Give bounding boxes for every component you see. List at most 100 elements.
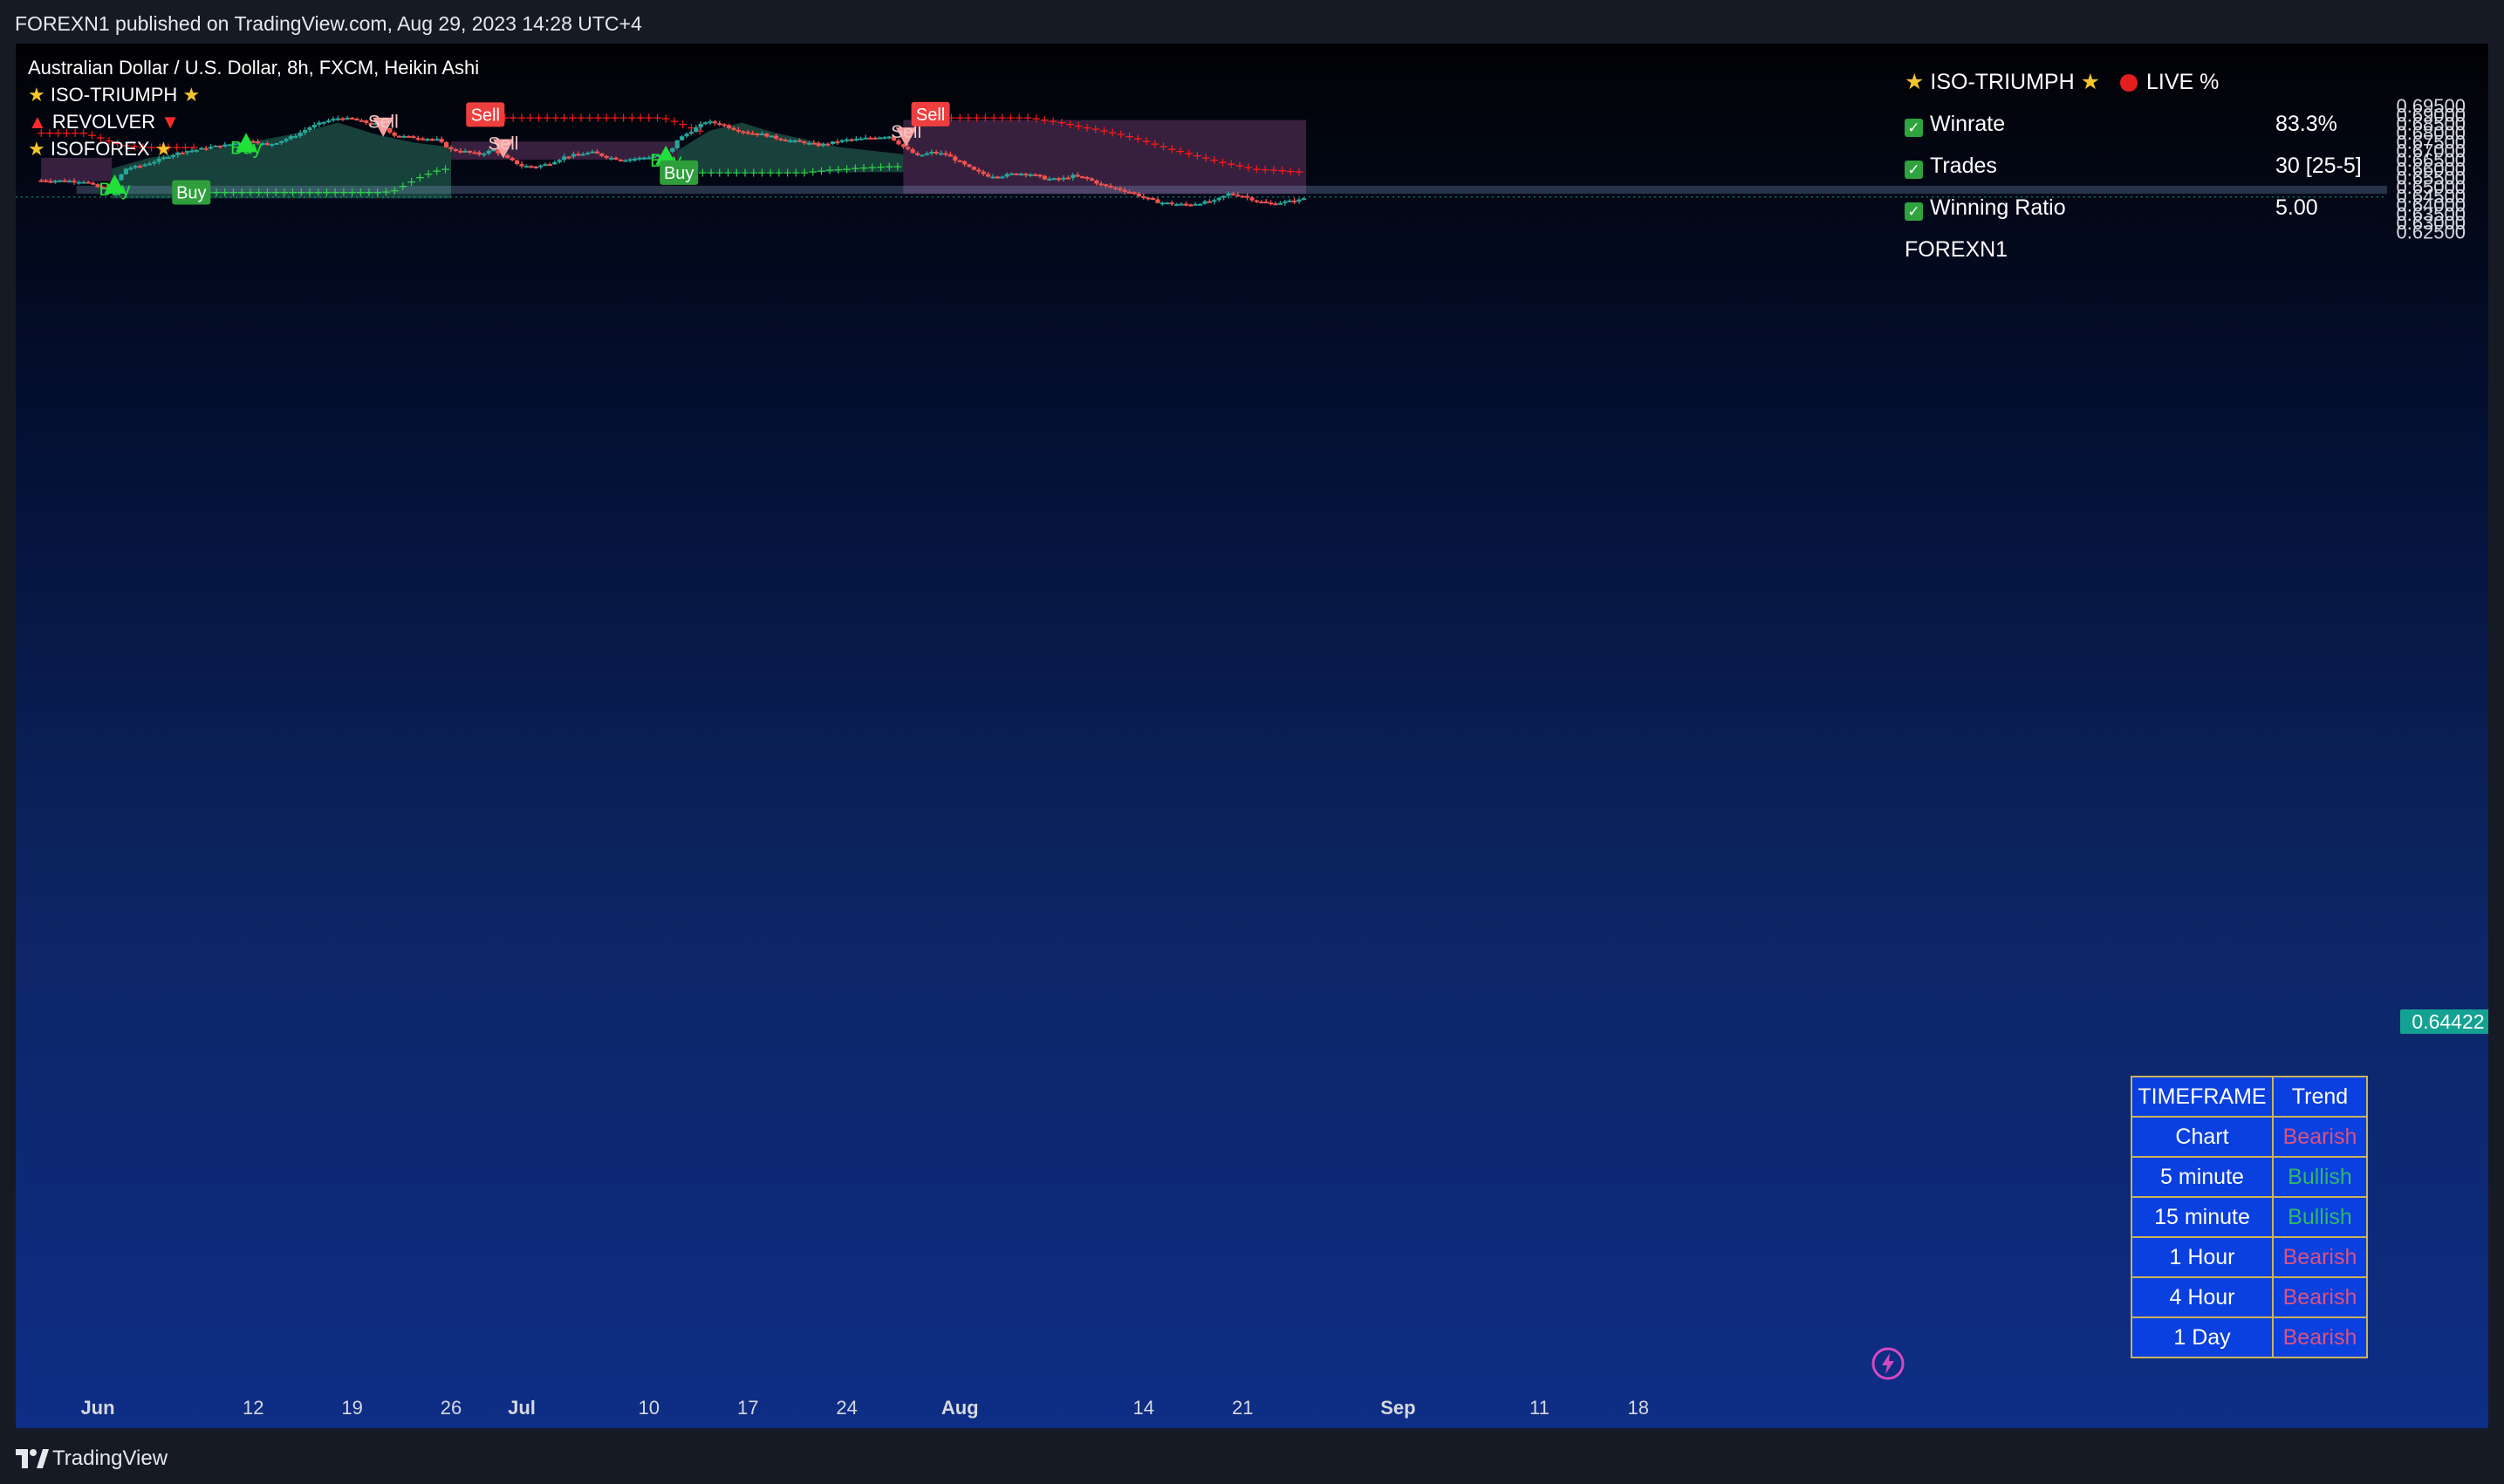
candle-body[interactable] xyxy=(688,132,694,134)
candle-body[interactable] xyxy=(920,154,925,157)
candle-body[interactable] xyxy=(1061,177,1066,180)
candle-body[interactable] xyxy=(232,143,237,146)
candle-body[interactable] xyxy=(482,153,487,155)
candle-body[interactable] xyxy=(1009,173,1015,175)
candle-body[interactable] xyxy=(519,164,524,167)
candle-body[interactable] xyxy=(1151,197,1156,200)
candle-body[interactable] xyxy=(845,139,850,141)
candle-body[interactable] xyxy=(1235,195,1241,197)
candle-body[interactable] xyxy=(468,150,473,153)
candle-body[interactable] xyxy=(270,144,275,147)
candle-body[interactable] xyxy=(547,164,552,167)
candle-body[interactable] xyxy=(397,135,402,138)
candle-body[interactable] xyxy=(712,121,717,124)
tradingview-brand[interactable]: TradingView xyxy=(52,1446,168,1470)
candle-body[interactable] xyxy=(133,166,138,168)
candle-body[interactable] xyxy=(1071,174,1076,178)
candle-body[interactable] xyxy=(194,149,199,152)
candle-body[interactable] xyxy=(1075,174,1080,177)
buy-tag-box[interactable] xyxy=(660,160,699,185)
candle-body[interactable] xyxy=(203,147,209,150)
candle-body[interactable] xyxy=(180,152,185,154)
candle-body[interactable] xyxy=(1098,183,1104,186)
candle-body[interactable] xyxy=(623,160,628,162)
candle-body[interactable] xyxy=(1277,202,1283,205)
candle-body[interactable] xyxy=(825,143,831,146)
candle-body[interactable] xyxy=(576,154,581,156)
candle-body[interactable] xyxy=(1037,174,1043,177)
candle-body[interactable] xyxy=(91,182,96,185)
candle-body[interactable] xyxy=(317,122,322,126)
candle-body[interactable] xyxy=(453,149,458,152)
candle-body[interactable] xyxy=(976,169,982,172)
candle-body[interactable] xyxy=(727,125,732,128)
candle-body[interactable] xyxy=(839,140,845,142)
candle-body[interactable] xyxy=(1174,203,1180,206)
candle-body[interactable] xyxy=(288,136,293,140)
candle-body[interactable] xyxy=(806,142,811,145)
candle-body[interactable] xyxy=(1230,193,1235,195)
candle-body[interactable] xyxy=(401,135,407,138)
candle-body[interactable] xyxy=(656,154,661,157)
tradingview-logo-icon[interactable] xyxy=(16,1446,49,1472)
candle-body[interactable] xyxy=(868,137,873,140)
candle-body[interactable] xyxy=(1000,176,1005,179)
candle-body[interactable] xyxy=(892,136,897,141)
candle-body[interactable] xyxy=(731,127,736,130)
candle-body[interactable] xyxy=(1240,195,1245,198)
candle-body[interactable] xyxy=(1065,177,1071,180)
candle-body[interactable] xyxy=(1179,203,1184,206)
buy-signal-triangle[interactable] xyxy=(236,133,257,153)
candle-body[interactable] xyxy=(462,150,468,153)
candle-body[interactable] xyxy=(293,136,298,139)
candle-body[interactable] xyxy=(986,174,991,177)
chart-area[interactable]: + + + + + + + + + + + + + + + + + + + + + + + + + + + + + + + + + + + + + + + +… xyxy=(16,44,2488,1428)
candle-body[interactable] xyxy=(185,151,190,154)
candle-body[interactable] xyxy=(1249,197,1255,201)
candle-body[interactable] xyxy=(1080,176,1085,179)
candle-body[interactable] xyxy=(816,143,821,147)
candle-body[interactable] xyxy=(411,136,416,139)
candle-body[interactable] xyxy=(189,150,195,153)
candle-body[interactable] xyxy=(1221,195,1227,198)
candle-body[interactable] xyxy=(439,139,444,142)
candle-body[interactable] xyxy=(1198,203,1203,206)
candle-body[interactable] xyxy=(260,143,265,146)
candle-body[interactable] xyxy=(562,156,567,161)
candle-body[interactable] xyxy=(783,140,788,142)
candle-body[interactable] xyxy=(953,156,958,161)
candle-body[interactable] xyxy=(750,133,756,135)
candle-body[interactable] xyxy=(510,158,515,161)
candle-body[interactable] xyxy=(769,135,774,138)
candle-body[interactable] xyxy=(609,157,614,160)
candle-body[interactable] xyxy=(340,118,345,120)
candle-body[interactable] xyxy=(1122,189,1127,192)
sell-signal-triangle[interactable] xyxy=(895,127,917,147)
candle-body[interactable] xyxy=(345,117,350,120)
candle-body[interactable] xyxy=(434,139,440,141)
candle-body[interactable] xyxy=(896,140,901,145)
candle-body[interactable] xyxy=(496,149,501,154)
candle-body[interactable] xyxy=(741,131,746,133)
candle-body[interactable] xyxy=(543,164,548,167)
candle-body[interactable] xyxy=(585,153,591,155)
candle-body[interactable] xyxy=(1188,204,1194,207)
candle-body[interactable] xyxy=(486,150,491,154)
candle-body[interactable] xyxy=(915,153,920,155)
candle-body[interactable] xyxy=(990,176,995,179)
candle-body[interactable] xyxy=(788,140,793,143)
candle-body[interactable] xyxy=(943,153,948,155)
candle-body[interactable] xyxy=(849,139,854,141)
sell-signal-triangle[interactable] xyxy=(373,117,394,137)
candle-body[interactable] xyxy=(694,127,699,133)
candle-body[interactable] xyxy=(62,180,67,182)
candle-body[interactable] xyxy=(1042,175,1047,180)
candle-body[interactable] xyxy=(674,140,680,148)
candle-body[interactable] xyxy=(835,141,840,144)
candle-body[interactable] xyxy=(354,119,359,121)
candle-body[interactable] xyxy=(209,147,214,149)
candle-body[interactable] xyxy=(939,153,944,155)
indicator-iso-triumph[interactable]: ★ ISO-TRIUMPH ★ xyxy=(28,81,479,108)
candle-body[interactable] xyxy=(274,143,279,146)
candle-body[interactable] xyxy=(580,154,585,156)
